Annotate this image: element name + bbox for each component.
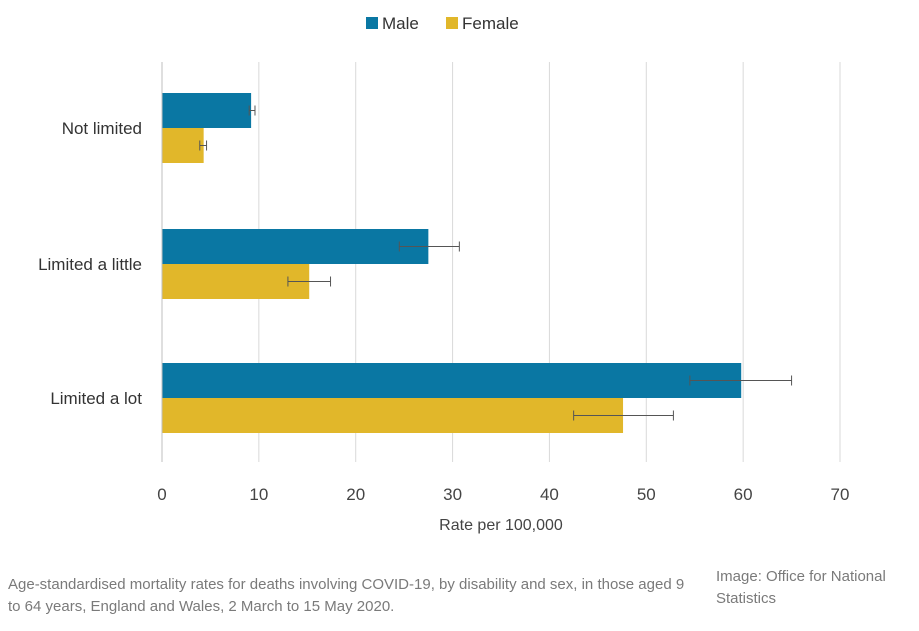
x-tick-label: 50 — [637, 485, 656, 504]
legend-label-female: Female — [462, 14, 519, 33]
x-tick-label: 20 — [346, 485, 365, 504]
x-tick-label: 70 — [831, 485, 850, 504]
x-tick-label: 0 — [157, 485, 166, 504]
category-label-not-limited: Not limited — [62, 119, 142, 138]
bar-female-limited-a-little — [162, 264, 310, 299]
x-axis-title: Rate per 100,000 — [439, 517, 563, 534]
x-tick-label: 40 — [540, 485, 559, 504]
legend-swatch-male — [366, 17, 378, 29]
bar-female-not-limited — [162, 128, 204, 163]
chart-caption: Age-standardised mortality rates for dea… — [8, 576, 685, 615]
legend-swatch-female — [446, 17, 458, 29]
category-label-limited-a-little: Limited a little — [38, 255, 142, 274]
bar-male-limited-a-lot — [162, 363, 742, 398]
bar-male-limited-a-little — [162, 229, 429, 264]
x-tick-label: 30 — [443, 485, 462, 504]
bar-male-not-limited — [162, 93, 252, 128]
bar-chart: Not limited Limited a little Limited a lot… — [38, 14, 850, 534]
category-label-limited-a-lot: Limited a lot — [50, 389, 142, 408]
legend-label-male: Male — [382, 14, 419, 33]
bar-female-limited-a-lot — [162, 398, 624, 433]
image-credit: Image: Office for National Statistics — [716, 568, 886, 607]
x-tick-label: 60 — [734, 485, 753, 504]
x-tick-label: 10 — [249, 485, 268, 504]
